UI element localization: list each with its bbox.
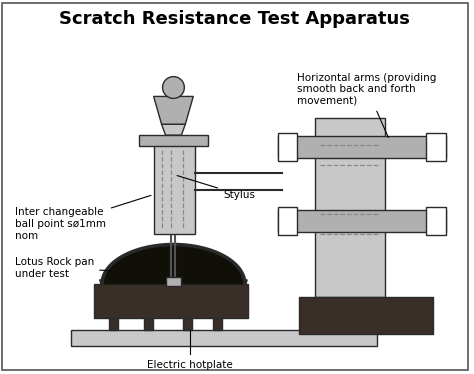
Bar xyxy=(426,208,446,235)
Bar xyxy=(277,208,297,235)
Bar xyxy=(277,136,446,158)
Text: Stylus: Stylus xyxy=(177,175,255,200)
Bar xyxy=(154,145,195,234)
Bar xyxy=(139,135,208,146)
Bar xyxy=(72,330,377,346)
Polygon shape xyxy=(154,96,193,124)
Text: Scratch Resistance Test Apparatus: Scratch Resistance Test Apparatus xyxy=(59,10,410,28)
Bar xyxy=(426,133,446,161)
Circle shape xyxy=(163,77,184,98)
Polygon shape xyxy=(162,124,185,135)
Bar xyxy=(109,316,118,330)
Bar xyxy=(183,316,192,330)
Bar xyxy=(165,277,182,286)
Polygon shape xyxy=(102,245,245,284)
Text: Horizontal arms (providing
smooth back and forth
movement): Horizontal arms (providing smooth back a… xyxy=(297,73,437,138)
Text: Inter changeable
ball point sø1mm
nom: Inter changeable ball point sø1mm nom xyxy=(15,195,151,240)
Bar xyxy=(299,297,433,334)
Bar xyxy=(94,284,248,318)
Bar xyxy=(277,211,446,232)
Bar xyxy=(277,133,297,161)
Text: Electric hotplate: Electric hotplate xyxy=(147,360,233,370)
Bar xyxy=(144,316,153,330)
Bar xyxy=(213,316,222,330)
Bar xyxy=(315,118,384,297)
Text: Lotus Rock pan
under test: Lotus Rock pan under test xyxy=(15,257,111,279)
